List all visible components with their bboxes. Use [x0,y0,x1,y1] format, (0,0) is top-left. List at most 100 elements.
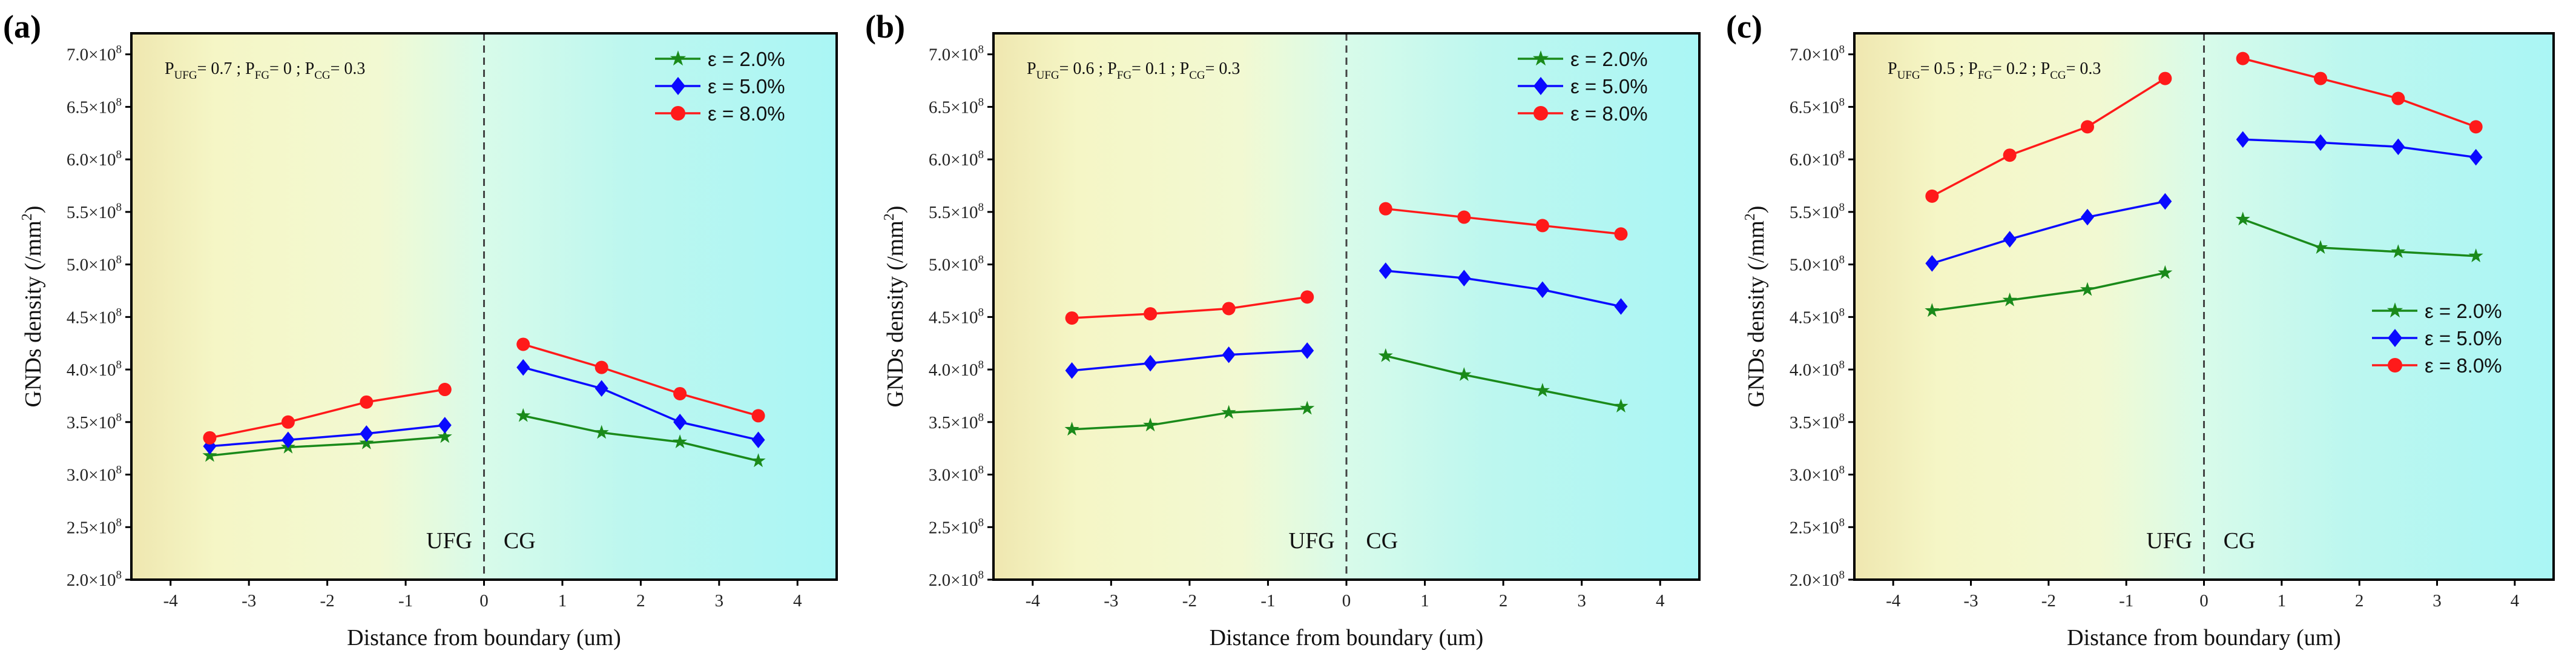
annotation-symbol: P [2041,59,2051,78]
y-tick-exponent: 8 [1839,148,1845,161]
composition-annotation: PUFG= 0.6 ; PFG= 0.1 ; PCG= 0.3 [1027,59,1240,82]
annotation-value: = 0.3 [2066,59,2101,78]
y-tick-exponent: 8 [978,411,984,424]
annotation-subscript: FG [1978,69,1993,82]
y-tick-mantissa: 5.5×10 [67,203,116,222]
marker-circle [1144,307,1158,321]
marker-diamond [671,77,685,95]
y-tick-exponent: 8 [978,96,984,108]
marker-diamond [1379,262,1392,279]
legend-label: ε = 8.0% [1570,102,1648,125]
marker-circle [2081,120,2094,134]
y-tick-label: 5.5×108 [929,201,984,222]
annotation-symbol: P [1180,59,1190,78]
marker-circle [1222,302,1236,316]
y-tick-mantissa: 5.0×10 [1790,256,1839,275]
marker-circle [438,383,452,397]
y-tick-mantissa: 3.5×10 [67,413,116,432]
x-tick-label: -2 [2041,591,2056,611]
marker-circle [2158,71,2172,85]
legend-item: ε = 8.0% [2372,354,2502,377]
y-tick-mantissa: 4.5×10 [929,308,978,327]
y-tick-mantissa: 4.5×10 [67,308,116,327]
y-tick-label: 2.5×108 [67,516,122,537]
y-axis-label-text: GNDs density (/mm [21,220,46,407]
y-tick-mantissa: 3.0×10 [67,466,116,485]
x-tick-label: -4 [1026,591,1041,611]
marker-circle [1065,311,1079,325]
region-label-ufg: UFG [426,528,472,554]
marker-star [359,435,374,449]
y-tick-mantissa: 6.0×10 [67,150,116,170]
y-tick-label: 4.0×108 [1790,359,1845,380]
marker-diamond [1144,354,1158,372]
annotation-symbol: P [1107,59,1117,78]
plot-frame [992,32,1701,581]
marker-star [1532,50,1549,66]
y-tick-mantissa: 4.0×10 [1790,360,1839,380]
y-tick-label: 7.0×108 [67,44,122,65]
x-tick-label: -1 [1260,591,1275,611]
annotation-value: = 0.3 [331,59,366,78]
marker-diamond [2469,148,2483,166]
y-tick-label: 2.5×108 [1790,516,1845,537]
marker-diamond [2391,138,2405,156]
y-tick-mantissa: 3.0×10 [1790,466,1839,485]
marker-star [1925,303,1940,317]
legend-label: ε = 5.0% [708,75,785,98]
y-axis-label-close: ) [883,206,908,214]
marker-diamond [2158,193,2172,210]
marker-diamond [2314,134,2327,151]
y-tick-exponent: 8 [1839,254,1845,267]
annotation-subscript: CG [1189,69,1205,82]
marker-circle [2388,358,2402,373]
y-tick-mantissa: 4.0×10 [67,360,116,380]
annotation-symbol: P [165,59,174,78]
y-tick-exponent: 8 [116,96,122,108]
marker-diamond [2003,231,2017,248]
marker-diamond [673,414,687,431]
x-tick-label: 1 [558,591,567,611]
y-tick-label: 5.0×108 [929,254,984,275]
x-tick-label: 0 [2199,591,2209,611]
series-line [1385,354,1621,408]
x-tick-label: 0 [1342,591,1351,611]
series-line [209,435,445,457]
x-tick-label: -2 [320,591,335,611]
x-tick-label: 2 [1499,591,1508,611]
y-tick-exponent: 8 [116,464,122,477]
y-tick-label: 6.5×108 [929,96,984,117]
y-tick-label: 6.5×108 [67,96,122,117]
legend-item: ε = 2.0% [1518,48,1648,70]
marker-star [2080,282,2095,296]
legend-item: ε = 2.0% [655,48,785,70]
annotation-value: = 0.2 ; [1992,59,2041,78]
y-tick-mantissa: 2.0×10 [67,571,116,590]
annotation-value: = 0.3 [1205,59,1240,78]
legend-label: ε = 2.0% [2425,300,2502,322]
y-tick-mantissa: 7.0×10 [1790,45,1839,65]
y-tick-exponent: 8 [978,516,984,529]
marker-diamond [2388,329,2402,347]
x-tick-label: 2 [2355,591,2364,611]
y-tick-exponent: 8 [116,44,122,56]
marker-circle [751,409,765,423]
series-line [1072,296,1308,319]
y-tick-mantissa: 7.0×10 [67,45,116,65]
series-star [1925,211,2483,317]
y-axis-label: GNDs density (/mm2) [1742,206,1769,408]
region-label-cg: CG [504,528,536,554]
y-tick-label: 4.0×108 [929,359,984,380]
marker-diamond [1222,346,1236,363]
marker-circle [516,337,530,351]
annotation-value: = 0 ; [269,59,305,78]
series-line [2242,138,2476,159]
marker-diamond [1533,77,1548,95]
y-tick-label: 4.5×108 [1790,306,1845,327]
marker-star [751,453,766,468]
y-tick-exponent: 8 [116,569,122,581]
y-tick-exponent: 8 [1839,569,1845,581]
marker-star [1143,417,1158,432]
x-tick-label: 3 [715,591,724,611]
marker-star [2391,244,2406,258]
